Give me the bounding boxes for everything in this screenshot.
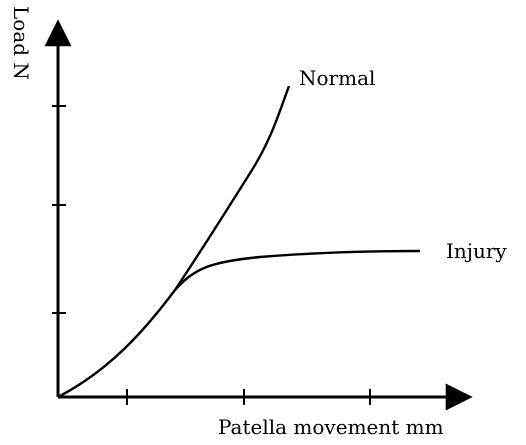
series-label-normal: Normal xyxy=(299,66,375,90)
series-line-injury xyxy=(174,249,421,291)
x-axis-label: Patella movement mm xyxy=(218,415,444,439)
series-line-normal xyxy=(57,85,291,399)
y-axis-label: Load N xyxy=(9,6,33,80)
series-label-injury: Injury xyxy=(446,239,507,263)
y-ticks xyxy=(52,105,66,314)
x-ticks xyxy=(126,389,371,405)
